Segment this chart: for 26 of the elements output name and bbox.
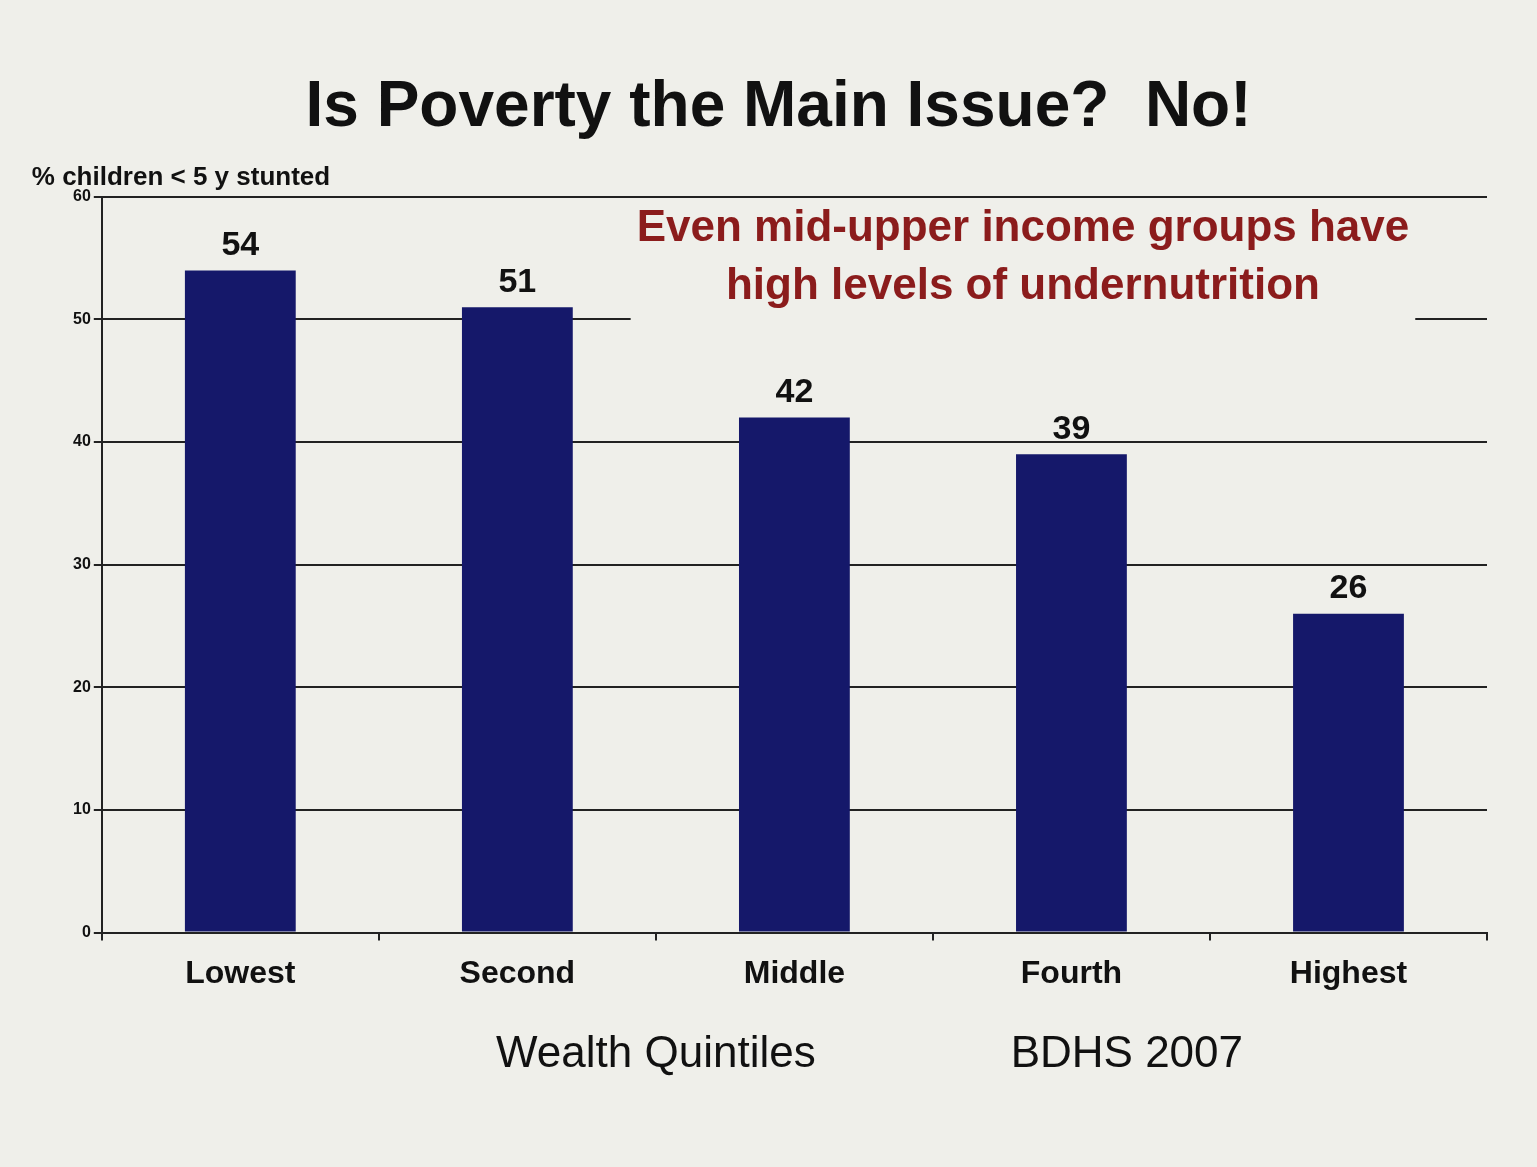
bar [1016, 454, 1127, 932]
y-tick-label: 20 [73, 677, 91, 695]
y-tick-label: 30 [73, 555, 91, 573]
y-tick-label: 10 [73, 800, 91, 818]
data-label: 39 [1052, 407, 1091, 446]
y-tick-label: 40 [73, 432, 91, 450]
x-tick-label: Lowest [185, 953, 296, 990]
y-tick-label: 0 [81, 923, 91, 941]
data-label: 26 [1329, 567, 1368, 606]
data-label: 42 [775, 370, 814, 409]
bar [1293, 613, 1404, 932]
x-tick-label: Middle [743, 953, 846, 990]
y-tick-label: 50 [73, 309, 91, 327]
bar [461, 307, 573, 932]
data-label: 51 [498, 260, 537, 299]
annotation: Even mid-upper income groups have high levels of undernutrition [636, 200, 1410, 308]
text: BDHS 2007 [1010, 1026, 1244, 1076]
bar [738, 417, 850, 932]
chart-title: Is Poverty the Main Issue? No! [305, 68, 1252, 141]
x-tick-label: Second [459, 953, 576, 990]
data-label: 54 [221, 223, 260, 262]
bar [184, 270, 296, 932]
x-tick-label: Fourth [1020, 953, 1123, 990]
x-tick-label: Highest [1289, 953, 1408, 990]
y-tick-label: 60 [73, 187, 91, 205]
x-axis-title: Wealth Quintiles [496, 1026, 816, 1076]
